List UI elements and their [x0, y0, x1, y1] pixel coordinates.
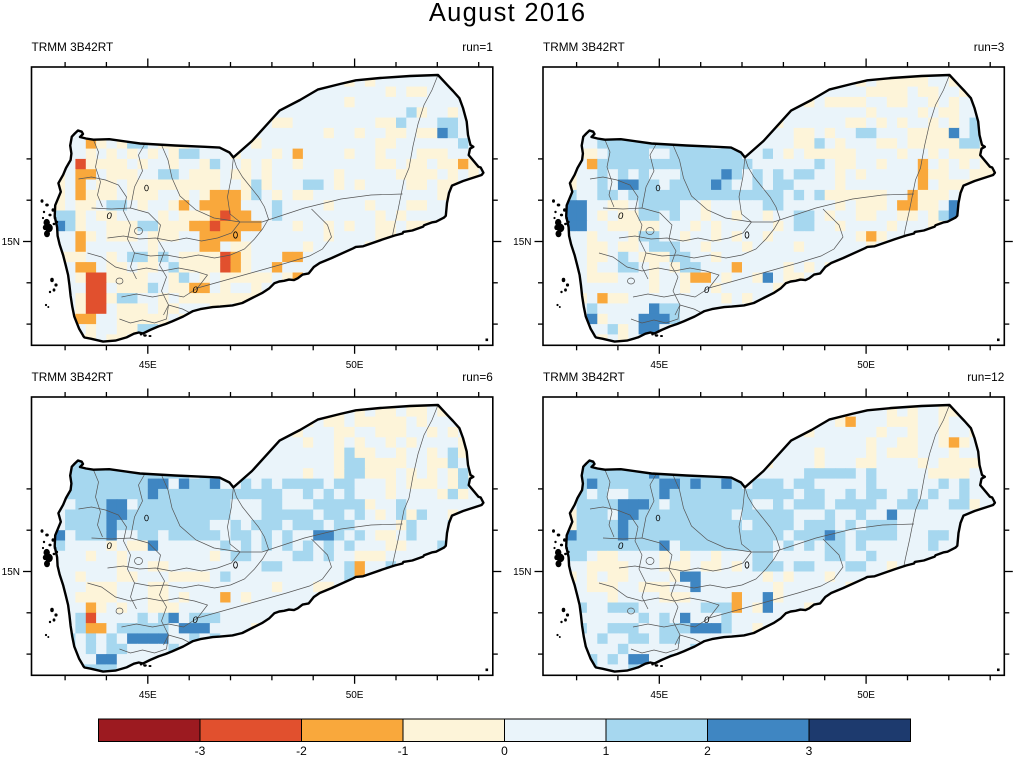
svg-text:15N: 15N [2, 237, 20, 248]
svg-text:0: 0 [618, 211, 624, 222]
svg-text:-2: -2 [296, 744, 307, 757]
svg-text:1: 1 [603, 744, 610, 757]
svg-text:0: 0 [704, 285, 710, 296]
svg-text:-1: -1 [398, 744, 409, 757]
svg-text:3: 3 [806, 744, 813, 757]
svg-text:45E: 45E [139, 360, 157, 371]
svg-text:TRMM 3B42RT: TRMM 3B42RT [543, 370, 625, 384]
svg-text:45E: 45E [650, 690, 668, 701]
svg-text:run=6: run=6 [462, 370, 493, 384]
svg-text:August 2016: August 2016 [429, 0, 587, 27]
svg-text:50E: 50E [346, 690, 364, 701]
svg-text:TRMM 3B42RT: TRMM 3B42RT [543, 40, 625, 54]
svg-text:0: 0 [193, 615, 199, 626]
svg-text:0: 0 [501, 744, 508, 757]
svg-text:45E: 45E [139, 690, 157, 701]
svg-text:50E: 50E [346, 360, 364, 371]
svg-text:-3: -3 [195, 744, 206, 757]
svg-text:2: 2 [704, 744, 711, 757]
svg-text:0: 0 [107, 541, 113, 552]
svg-text:15N: 15N [513, 237, 531, 248]
svg-text:45E: 45E [650, 360, 668, 371]
svg-text:0: 0 [107, 211, 113, 222]
svg-text:0: 0 [704, 615, 710, 626]
svg-text:run=3: run=3 [974, 40, 1005, 54]
svg-text:15N: 15N [513, 567, 531, 578]
svg-text:15N: 15N [2, 567, 20, 578]
svg-text:TRMM 3B42RT: TRMM 3B42RT [32, 370, 114, 384]
svg-text:0: 0 [193, 285, 199, 296]
svg-text:run=1: run=1 [462, 40, 493, 54]
svg-text:50E: 50E [857, 360, 875, 371]
svg-text:50E: 50E [857, 690, 875, 701]
svg-text:TRMM 3B42RT: TRMM 3B42RT [32, 40, 114, 54]
svg-text:0: 0 [618, 541, 624, 552]
svg-text:run=12: run=12 [967, 370, 1004, 384]
